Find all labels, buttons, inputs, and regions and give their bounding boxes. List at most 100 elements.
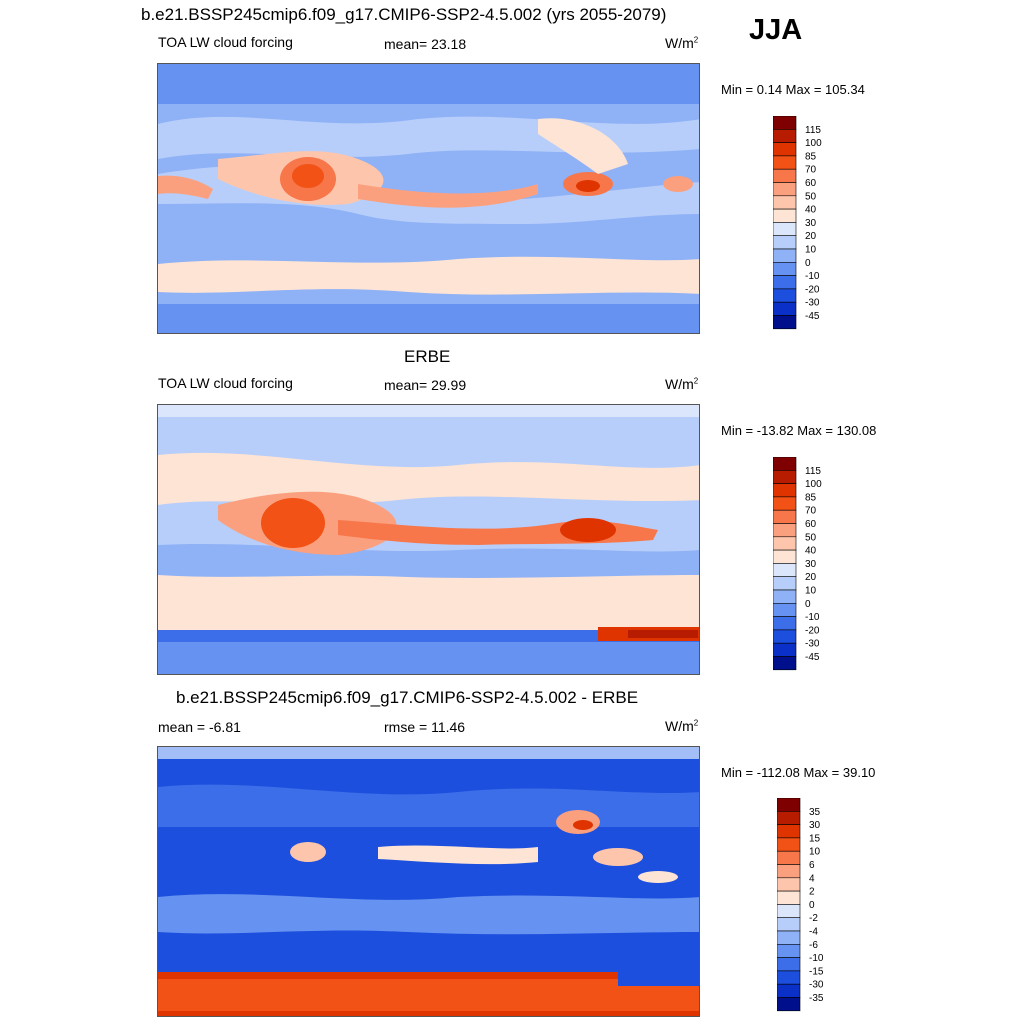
colorbar-swatch [776, 837, 801, 852]
colorbar-label: -15 [809, 966, 824, 977]
panel1-title: b.e21.BSSP245cmip6.f09_g17.CMIP6-SSP2-4.… [141, 5, 667, 24]
panel2-units: W/m2 [665, 376, 699, 392]
panel2-map-field [158, 405, 699, 674]
colorbar-label: 85 [805, 492, 817, 503]
panel1-minmax: Min = 0.14 Max = 105.34 [721, 82, 865, 97]
colorbar-swatch [772, 629, 797, 644]
colorbar-top: 115 100 85 70 60 50 40 30 20 10 0 -10 -20 -30 -45 [772, 115, 853, 335]
colorbar-label: 100 [805, 479, 822, 490]
colorbar-label: -35 [809, 993, 824, 1004]
panel3-map-field [158, 747, 699, 1016]
colorbar-swatch [772, 155, 797, 170]
colorbar-swatch [772, 195, 797, 210]
colorbar-label: 10 [805, 245, 817, 256]
colorbar-label: 6 [809, 860, 815, 871]
colorbar-label: -45 [805, 311, 820, 322]
colorbar-label: 30 [805, 218, 817, 229]
colorbar-swatch [772, 536, 797, 551]
colorbar-label: -30 [805, 639, 820, 650]
panel1-map-field [158, 64, 699, 333]
colorbar-swatch [772, 642, 797, 657]
colorbar-label: -45 [805, 652, 820, 663]
colorbar-swatch [772, 456, 797, 471]
colorbar-swatch [776, 811, 801, 825]
colorbar-label: -10 [809, 953, 824, 964]
colorbar-swatch [772, 509, 797, 524]
colorbar-swatch [772, 142, 797, 157]
colorbar-swatch [772, 576, 797, 591]
panel2-mean: mean= 29.99 [384, 377, 467, 393]
colorbar-swatch [772, 301, 797, 316]
colorbar-label: 20 [805, 231, 817, 242]
colorbar-swatch [776, 957, 801, 972]
colorbar-swatch [772, 129, 797, 143]
colorbar-label: -6 [809, 940, 818, 951]
colorbar-label: 70 [805, 165, 817, 176]
panel1-units: W/m2 [665, 35, 699, 51]
colorbar-swatch [772, 222, 797, 237]
colorbar-swatch [776, 890, 801, 905]
colorbar-label: 40 [805, 546, 817, 557]
panel3-mean: mean = -6.81 [158, 719, 241, 735]
colorbar-label: 15 [809, 833, 821, 844]
colorbar-swatch [772, 315, 797, 330]
panel1-map [157, 63, 700, 334]
colorbar-swatch [776, 864, 801, 879]
panel1-mean: mean= 23.18 [384, 36, 467, 52]
colorbar-label: 0 [805, 599, 811, 610]
colorbar-swatch [772, 603, 797, 617]
colorbar-swatch [776, 997, 801, 1012]
colorbar-swatch [772, 235, 797, 250]
colorbar-swatch [776, 797, 801, 812]
colorbar-label: -10 [805, 271, 820, 282]
colorbar-middle: 115 100 85 70 60 50 40 30 20 10 0 -10 -20 -30 -45 [772, 456, 853, 676]
colorbar-swatch [776, 970, 801, 985]
colorbar-bottom: 35 30 15 10 6 4 2 0 -2 -4 -6 -10 -15 -30 -35 [776, 797, 857, 1017]
colorbar-label: 115 [805, 125, 821, 136]
colorbar-swatch [772, 656, 797, 671]
colorbar-swatch [776, 917, 801, 932]
colorbar-label: 115 [805, 466, 821, 477]
colorbar-label: 60 [805, 519, 817, 530]
panel1-variable: TOA LW cloud forcing [158, 34, 293, 50]
colorbar-swatch [776, 850, 801, 865]
colorbar-label: 4 [809, 873, 815, 884]
colorbar-label: -10 [805, 612, 820, 623]
colorbar-swatch [772, 288, 797, 303]
colorbar-swatch [776, 983, 801, 998]
panel3-map [157, 746, 700, 1017]
colorbar-swatch [772, 470, 797, 484]
colorbar-label: 50 [805, 532, 817, 543]
colorbar-swatch [776, 877, 801, 892]
colorbar-label: -20 [805, 625, 820, 636]
colorbar-label: 70 [805, 506, 817, 517]
colorbar-swatch [776, 944, 801, 958]
colorbar-label: 35 [809, 807, 821, 818]
colorbar-label: 100 [805, 138, 822, 149]
colorbar-label: 30 [805, 559, 817, 570]
colorbar-label: 50 [805, 191, 817, 202]
colorbar-label: 60 [805, 178, 817, 189]
colorbar-swatch [772, 262, 797, 276]
colorbar-swatch [772, 563, 797, 578]
colorbar-label: -20 [805, 284, 820, 295]
panel2-minmax: Min = -13.82 Max = 130.08 [721, 423, 877, 438]
colorbar-swatch [772, 208, 797, 223]
colorbar-swatch [772, 115, 797, 130]
colorbar-swatch [776, 930, 801, 945]
colorbar-swatch [776, 824, 801, 839]
colorbar-label: -30 [805, 298, 820, 309]
colorbar-swatch [772, 483, 797, 498]
colorbar-swatch [772, 168, 797, 183]
colorbar-label: -30 [809, 980, 824, 991]
colorbar-label: 30 [809, 820, 821, 831]
colorbar-label: -4 [809, 927, 818, 938]
panel3-rmse: rmse = 11.46 [384, 719, 466, 735]
panel2-title: ERBE [404, 347, 451, 366]
colorbar-swatch [772, 589, 797, 604]
panel3-units: W/m2 [665, 718, 699, 734]
panel3-title: b.e21.BSSP245cmip6.f09_g17.CMIP6-SSP2-4.… [176, 688, 639, 707]
colorbar-label: 85 [805, 151, 817, 162]
colorbar-swatch [772, 616, 797, 631]
colorbar-swatch [772, 275, 797, 290]
